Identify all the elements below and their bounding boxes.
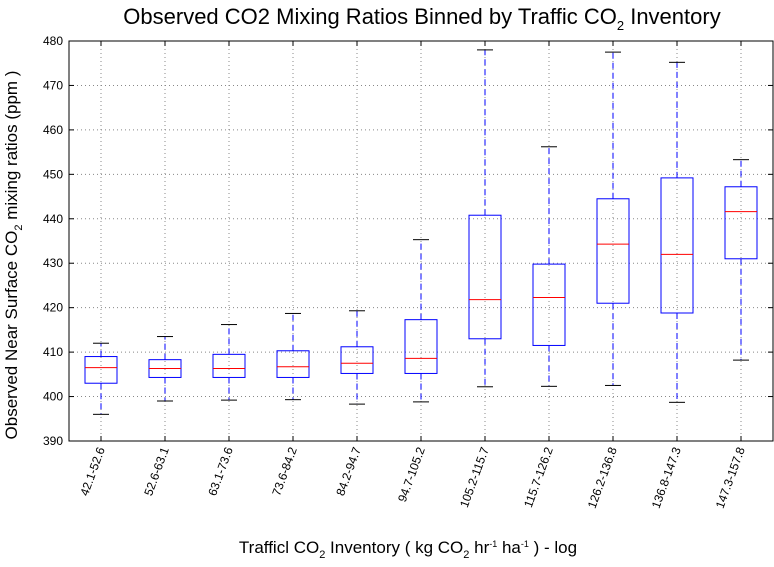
plot-frame — [68, 40, 774, 442]
y-tick-label: 480 — [43, 34, 63, 48]
x-tick-label: 136.8-147.3 — [649, 445, 684, 510]
y-tick-label: 460 — [43, 123, 63, 137]
boxes-group — [84, 49, 758, 415]
iqr-box — [468, 214, 502, 340]
grid-lines — [69, 40, 773, 442]
iqr-box — [404, 319, 438, 374]
iqr-box — [84, 356, 118, 384]
iqr-box — [340, 346, 374, 374]
x-tick-label: 73.6-84.2 — [269, 445, 300, 498]
y-tick-label: 390 — [43, 434, 63, 448]
x-tick-label: 115.7-126.2 — [521, 445, 556, 509]
x-tick-label: 147.3-157.8 — [713, 445, 748, 510]
x-tick-label: 42.1-52.6 — [77, 445, 108, 498]
chart-title: Observed CO2 Mixing Ratios Binned by Tra… — [123, 4, 720, 33]
x-tick-label: 84.2-94.7 — [333, 445, 364, 498]
y-tick-label: 420 — [43, 301, 63, 315]
x-tick-label: 63.1-73.6 — [205, 445, 236, 498]
x-tick-label: 126.2-136.8 — [585, 445, 620, 510]
x-axis-label: Trafficl CO2 Inventory ( kg CO2 hr-1 ha-… — [239, 538, 577, 561]
iqr-box — [276, 350, 310, 378]
iqr-box — [660, 177, 694, 314]
x-tick-label: 52.6-63.1 — [141, 445, 172, 498]
y-axis-label: Observed Near Surface CO2 mixing ratios … — [2, 71, 25, 440]
y-tick-label: 440 — [43, 212, 63, 226]
y-tick-label: 450 — [43, 167, 63, 181]
x-tick-label: 105.2-115.7 — [457, 445, 492, 509]
y-tick-label: 470 — [43, 78, 63, 92]
y-tick-label: 410 — [43, 345, 63, 359]
x-tick-label: 94.7-105.2 — [395, 445, 428, 504]
tick-labels: 390 400 410 420 430 440 450 460 470 480 42.1-52.6 5… — [43, 34, 748, 510]
y-tick-label: 400 — [43, 390, 63, 404]
iqr-box — [724, 186, 758, 260]
y-tick-label: 430 — [43, 256, 63, 270]
iqr-box — [532, 263, 566, 346]
iqr-box — [212, 353, 246, 378]
iqr-box — [596, 198, 630, 304]
